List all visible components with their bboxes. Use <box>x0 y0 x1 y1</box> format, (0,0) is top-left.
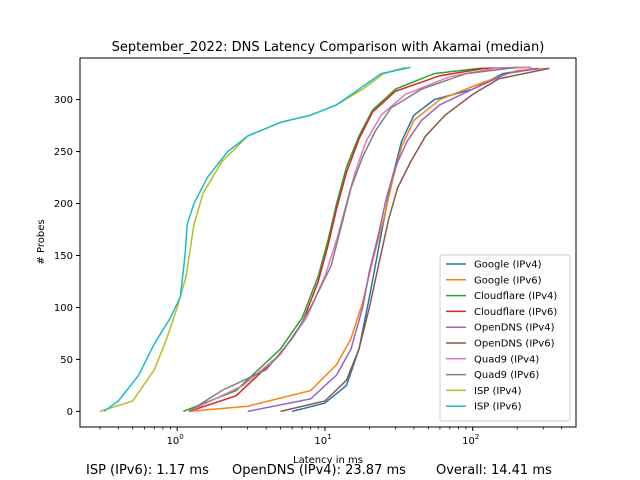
legend-label-2: Cloudflare (IPv4) <box>474 291 557 302</box>
y-axis-label: # Probes <box>36 219 47 264</box>
legend-label-4: OpenDNS (IPv4) <box>474 323 555 334</box>
y-tick-label-2: 100 <box>54 303 73 314</box>
series-line-9 <box>103 66 411 413</box>
y-tick-label-6: 300 <box>54 95 73 106</box>
series-line-1 <box>188 67 550 413</box>
legend-label-7: Quad9 (IPv6) <box>474 370 539 381</box>
y-tick-label-5: 250 <box>54 147 73 158</box>
y-tick-label-1: 50 <box>60 355 73 366</box>
x-axis-label: Latency in ms <box>293 455 363 466</box>
y-tick-label-4: 200 <box>54 199 73 210</box>
x-tick-label-1: 101 <box>314 433 331 447</box>
plot-frame <box>79 57 577 428</box>
axes: 0 50 100 150 200 250 300 100 101 102 <box>54 95 563 447</box>
series-line-4 <box>247 67 539 413</box>
y-tick-label-3: 150 <box>54 251 73 262</box>
legend-box <box>439 254 571 422</box>
legend-label-9: ISP (IPv6) <box>474 402 522 413</box>
legend-label-5: OpenDNS (IPv6) <box>474 339 555 350</box>
chart-title: September_2022: DNS Latency Comparison w… <box>112 40 545 55</box>
footer-stat-isp: ISP (IPv6): 1.17 ms <box>86 463 209 478</box>
legend-label-8: ISP (IPv4) <box>474 386 522 397</box>
x-tick-label-2: 102 <box>462 433 479 447</box>
series-line-7 <box>188 66 518 413</box>
x-tick-label-0: 100 <box>167 433 184 447</box>
series-line-2 <box>183 66 524 413</box>
y-tick-label-0: 0 <box>67 407 73 418</box>
series-line-8 <box>99 66 406 413</box>
legend-label-6: Quad9 (IPv4) <box>474 354 539 365</box>
legend-label-0: Google (IPv4) <box>474 260 542 271</box>
plot-lines <box>99 66 550 413</box>
footer-stat-overall: Overall: 14.41 ms <box>436 463 552 478</box>
legend-label-3: Cloudflare (IPv6) <box>474 307 557 318</box>
series-line-5 <box>280 67 550 413</box>
footer-stat-opendns: OpenDNS (IPv4): 23.87 ms <box>232 463 406 478</box>
legend-label-1: Google (IPv6) <box>474 275 542 286</box>
legend: Google (IPv4) Google (IPv6) Cloudflare (IP… <box>439 254 571 422</box>
